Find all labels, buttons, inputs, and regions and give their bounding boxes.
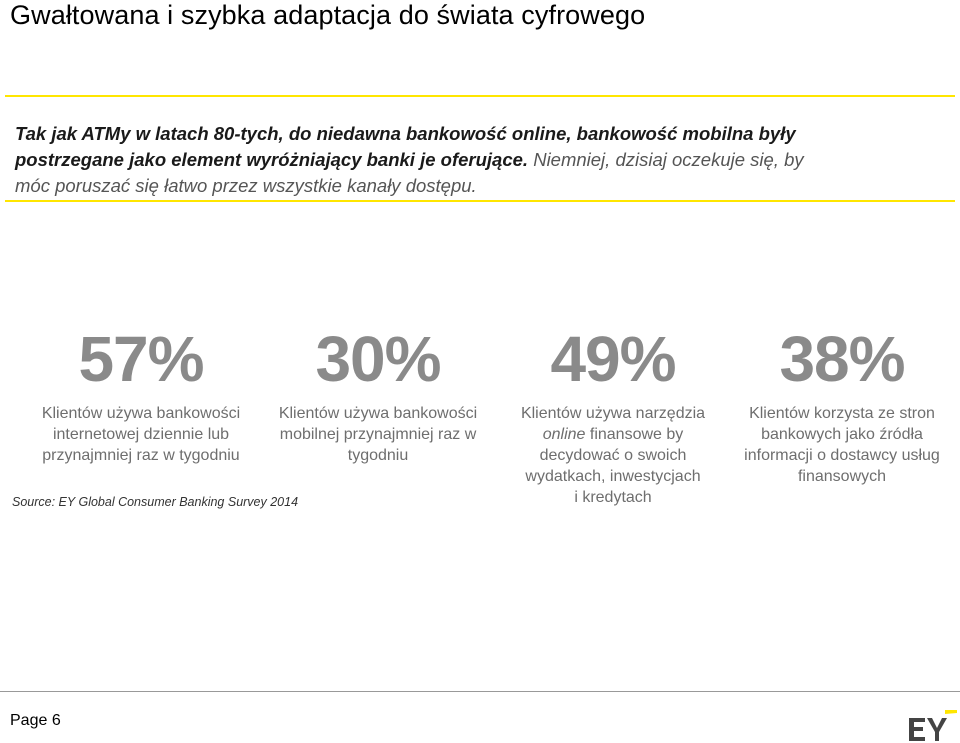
stat-desc-line: Klientów używa bankowości bbox=[41, 405, 241, 422]
stat-desc-line: mobilnej przynajmniej raz w bbox=[279, 426, 477, 443]
callout-line-1: Tak jak ATMy w latach 80-tych, do niedaw… bbox=[15, 123, 796, 144]
stat-percent: 49% bbox=[550, 323, 676, 395]
stat-description: Klientów używa bankowości internetowej d… bbox=[25, 403, 257, 466]
callout-line-2b: Niemniej, dzisiaj oczekuje się, by bbox=[528, 149, 804, 170]
stat-description: Klientów używa bankowości mobilnej przyn… bbox=[262, 403, 494, 466]
stat-internet-banking: 57% Klientów używa bankowości internetow… bbox=[25, 323, 257, 466]
stat-desc-line: wydatkach, inwestycjach bbox=[525, 468, 701, 485]
callout-line-3: móc poruszać się łatwo przez wszystkie k… bbox=[15, 175, 477, 196]
stat-desc-line: i kredytach bbox=[574, 489, 652, 506]
callout-box: Tak jak ATMy w latach 80-tych, do niedaw… bbox=[5, 95, 955, 202]
stat-desc-line: Klientów korzysta ze stron bbox=[749, 405, 935, 422]
page-title: Gwałtowana i szybka adaptacja do świata … bbox=[10, 0, 646, 30]
stat-desc-italic: online bbox=[542, 426, 586, 443]
stat-online-tools: 49% Klientów używa narzędzia online fina… bbox=[497, 323, 729, 508]
stat-mobile-banking: 30% Klientów używa bankowości mobilnej p… bbox=[262, 323, 494, 466]
stat-desc-line: internetowej dziennie lub bbox=[52, 426, 230, 443]
callout-line-2a: postrzegane jako element wyróżniający ba… bbox=[15, 149, 529, 170]
stat-bank-websites: 38% Klientów korzysta ze stron bankowych… bbox=[726, 323, 958, 487]
ey-logo bbox=[909, 710, 957, 741]
stat-desc-line: Klientów używa bankowości bbox=[278, 405, 478, 422]
callout-text: Tak jak ATMy w latach 80-tych, do niedaw… bbox=[15, 121, 945, 199]
stat-percent: 57% bbox=[78, 323, 204, 395]
stat-desc-line: informacji o dostawcy usług bbox=[744, 447, 940, 464]
stat-desc-line: Klientów używa narzędzia bbox=[520, 405, 706, 422]
source-note: Source: EY Global Consumer Banking Surve… bbox=[12, 495, 299, 509]
stat-percent: 30% bbox=[315, 323, 441, 395]
stat-desc-line: tygodniu bbox=[347, 447, 409, 464]
stat-desc-line: przynajmniej raz w tygodniu bbox=[42, 447, 240, 464]
stat-desc-line: bankowych jako źródła bbox=[761, 426, 923, 443]
stat-desc-line: finansowych bbox=[797, 468, 887, 485]
stat-desc-line: decydować o swoich bbox=[539, 447, 687, 464]
page-number: Page 6 bbox=[10, 712, 61, 729]
stat-desc-line: finansowe by bbox=[585, 426, 684, 443]
stat-description: Klientów używa narzędzia online finansow… bbox=[497, 403, 729, 508]
footer-divider bbox=[0, 691, 960, 692]
stat-percent: 38% bbox=[779, 323, 905, 395]
stat-description: Klientów korzysta ze stron bankowych jak… bbox=[726, 403, 958, 487]
